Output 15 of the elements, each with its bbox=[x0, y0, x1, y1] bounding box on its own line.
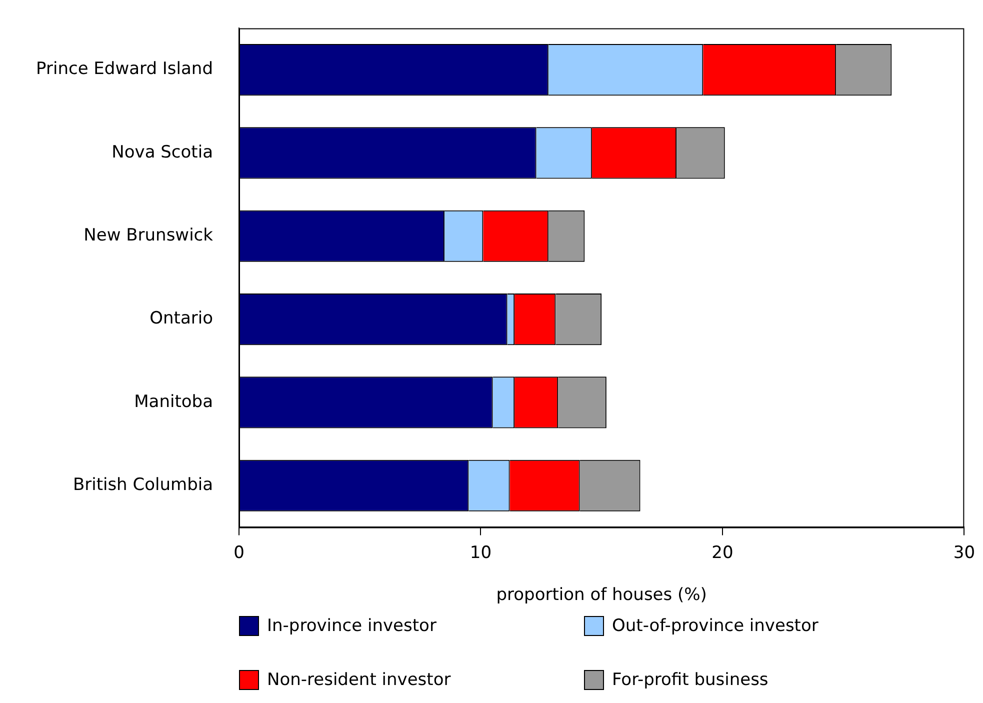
y-tick-label: Manitoba bbox=[134, 392, 213, 412]
x-tick-label: 20 bbox=[712, 542, 734, 563]
legend-label: For-profit business bbox=[612, 670, 768, 690]
y-tick-label: New Brunswick bbox=[84, 226, 214, 246]
x-axis-title: proportion of houses (%) bbox=[496, 585, 707, 606]
x-tick-label: 10 bbox=[470, 542, 492, 563]
legend-label: Non-resident investor bbox=[267, 670, 451, 690]
y-tick-label: British Columbia bbox=[72, 475, 213, 496]
x-tick-label: 0 bbox=[234, 542, 244, 563]
x-tick-label: 30 bbox=[953, 542, 976, 563]
y-tick-label: Nova Scotia bbox=[112, 142, 213, 162]
y-tick-label: Prince Edward Island bbox=[36, 59, 213, 80]
y-tick-label: Ontario bbox=[150, 308, 213, 329]
legend-label: Out-of-province investor bbox=[612, 616, 818, 636]
legend-label: In-province investor bbox=[267, 616, 436, 636]
